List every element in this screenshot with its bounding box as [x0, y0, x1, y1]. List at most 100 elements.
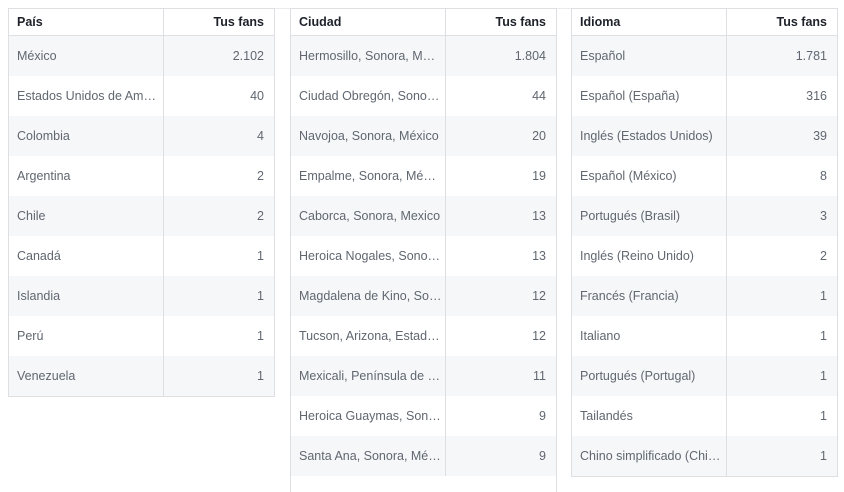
table-row: Inglés (Reino Unido) 2	[572, 236, 837, 276]
language-name-cell: Español (México)	[572, 156, 727, 196]
city-name-cell: Navojoa, Sonora, México	[291, 116, 446, 156]
language-fans-cell: 2	[820, 249, 827, 263]
city-name-cell: Santa Ana, Sonora, Mé…	[291, 436, 446, 476]
table-row: Español (España) 316	[572, 76, 837, 116]
city-fans-cell: 12	[532, 289, 546, 303]
language-fans-cell: 1	[820, 409, 827, 423]
table-row: Italiano 1	[572, 316, 837, 356]
table-row: Inglés (Estados Unidos) 39	[572, 116, 837, 156]
city-name-cell: Tucson, Arizona, Estad…	[291, 316, 446, 356]
country-fans-cell: 4	[257, 129, 264, 143]
city-column-header[interactable]: Ciudad	[291, 9, 446, 35]
language-fans-cell: 8	[820, 169, 827, 183]
country-name-cell: Chile	[9, 196, 164, 236]
country-fans-cell: 2	[257, 209, 264, 223]
country-name-cell: Colombia	[9, 116, 164, 156]
table-row: Estados Unidos de Am… 40	[9, 76, 274, 116]
language-fans-cell: 3	[820, 209, 827, 223]
table-row: Mexicali, Península de … 11	[291, 356, 556, 396]
country-fans-cell: 40	[250, 89, 264, 103]
table-row: Islandia 1	[9, 276, 274, 316]
city-fans-cell: 13	[532, 209, 546, 223]
language-fans-column-header[interactable]: Tus fans	[776, 15, 827, 29]
country-name-cell: Islandia	[9, 276, 164, 316]
table-row: Ciudad Obregón, Sono… 44	[291, 76, 556, 116]
language-name-cell: Inglés (Estados Unidos)	[572, 116, 727, 156]
language-fans-cell: 1.781	[795, 49, 827, 63]
country-fans-column-header[interactable]: Tus fans	[213, 15, 264, 29]
city-name-cell: Hermosillo, Sonora, M…	[291, 36, 446, 76]
language-name-cell: Español	[572, 36, 727, 76]
city-fans-cell: 20	[532, 129, 546, 143]
city-fans-cell: 44	[532, 89, 546, 103]
city-fans-cell: 13	[532, 249, 546, 263]
country-table-header: País Tus fans	[9, 8, 274, 36]
country-name-cell: Venezuela	[9, 356, 164, 396]
table-row: Venezuela 1	[9, 356, 274, 396]
table-row: Santa Ana, Sonora, Mé… 9	[291, 436, 556, 476]
city-fans-cell: 11	[533, 369, 546, 383]
country-name-cell: Canadá	[9, 236, 164, 276]
country-name-cell: Argentina	[9, 156, 164, 196]
table-row: Español (México) 8	[572, 156, 837, 196]
language-name-cell: Francés (Francia)	[572, 276, 727, 316]
language-name-cell: Portugués (Brasil)	[572, 196, 727, 236]
city-fans-column-header[interactable]: Tus fans	[495, 15, 546, 29]
language-fans-cell: 39	[813, 129, 827, 143]
table-row: Tailandés 1	[572, 396, 837, 436]
country-fans-cell: 1	[257, 249, 264, 263]
table-row: Francés (Francia) 1	[572, 276, 837, 316]
language-name-cell: Español (España)	[572, 76, 727, 116]
country-fans-cell: 2	[257, 169, 264, 183]
language-fans-cell: 1	[820, 329, 827, 343]
city-name-cell: Mexicali, Península de …	[291, 356, 446, 396]
table-row: Canadá 1	[9, 236, 274, 276]
language-table-header: Idioma Tus fans	[572, 8, 837, 36]
city-name-cell: Ciudad Obregón, Sono…	[291, 76, 446, 116]
language-fans-cell: 1	[820, 449, 827, 463]
city-name-cell: Heroica Nogales, Sono…	[291, 236, 446, 276]
table-row: Tucson, Arizona, Estad… 12	[291, 316, 556, 356]
city-rows: Hermosillo, Sonora, M… 1.804 Ciudad Obregó…	[291, 36, 556, 476]
language-rows: Español 1.781 Español (España) 316 Inglés (E…	[572, 36, 837, 476]
language-name-cell: Portugués (Portugal)	[572, 356, 727, 396]
table-row: Colombia 4	[9, 116, 274, 156]
country-table: País Tus fans México 2.102 Estados Unidos …	[8, 8, 275, 397]
table-row: Chile 2	[9, 196, 274, 236]
language-name-cell: Chino simplificado (Chi…	[572, 436, 727, 476]
country-column-header[interactable]: País	[9, 9, 164, 35]
country-fans-cell: 1	[257, 329, 264, 343]
city-name-cell: Magdalena de Kino, So…	[291, 276, 446, 316]
table-row: Chino simplificado (Chi… 1	[572, 436, 837, 476]
language-fans-cell: 316	[806, 89, 827, 103]
city-name-cell: Empalme, Sonora, Mé…	[291, 156, 446, 196]
table-row: Empalme, Sonora, Mé… 19	[291, 156, 556, 196]
city-fans-cell: 19	[532, 169, 546, 183]
table-row: Magdalena de Kino, So… 12	[291, 276, 556, 316]
country-rows: México 2.102 Estados Unidos de Am… 40 Colomb…	[9, 36, 274, 396]
language-name-cell: Tailandés	[572, 396, 727, 436]
table-row: Español 1.781	[572, 36, 837, 76]
country-fans-cell: 2.102	[232, 49, 264, 63]
city-table-header: Ciudad Tus fans	[291, 8, 556, 36]
city-fans-cell: 12	[532, 329, 546, 343]
table-row: Navojoa, Sonora, México 20	[291, 116, 556, 156]
table-row: Portugués (Portugal) 1	[572, 356, 837, 396]
language-name-cell: Italiano	[572, 316, 727, 356]
city-fans-cell: 9	[539, 409, 546, 423]
language-name-cell: Inglés (Reino Unido)	[572, 236, 727, 276]
country-fans-cell: 1	[257, 289, 264, 303]
table-row: Caborca, Sonora, Mexico 13	[291, 196, 556, 236]
city-name-cell: Heroica Guaymas, Son…	[291, 396, 446, 436]
city-table: Ciudad Tus fans Hermosillo, Sonora, M… 1.…	[290, 8, 557, 492]
city-fans-cell: 1.804	[514, 49, 546, 63]
language-column-header[interactable]: Idioma	[572, 9, 727, 35]
country-fans-cell: 1	[257, 369, 264, 383]
country-name-cell: Perú	[9, 316, 164, 356]
language-fans-cell: 1	[820, 369, 827, 383]
table-row: Argentina 2	[9, 156, 274, 196]
city-name-cell: Caborca, Sonora, Mexico	[291, 196, 446, 236]
table-row: Perú 1	[9, 316, 274, 356]
table-row: Portugués (Brasil) 3	[572, 196, 837, 236]
table-row: Hermosillo, Sonora, M… 1.804	[291, 36, 556, 76]
